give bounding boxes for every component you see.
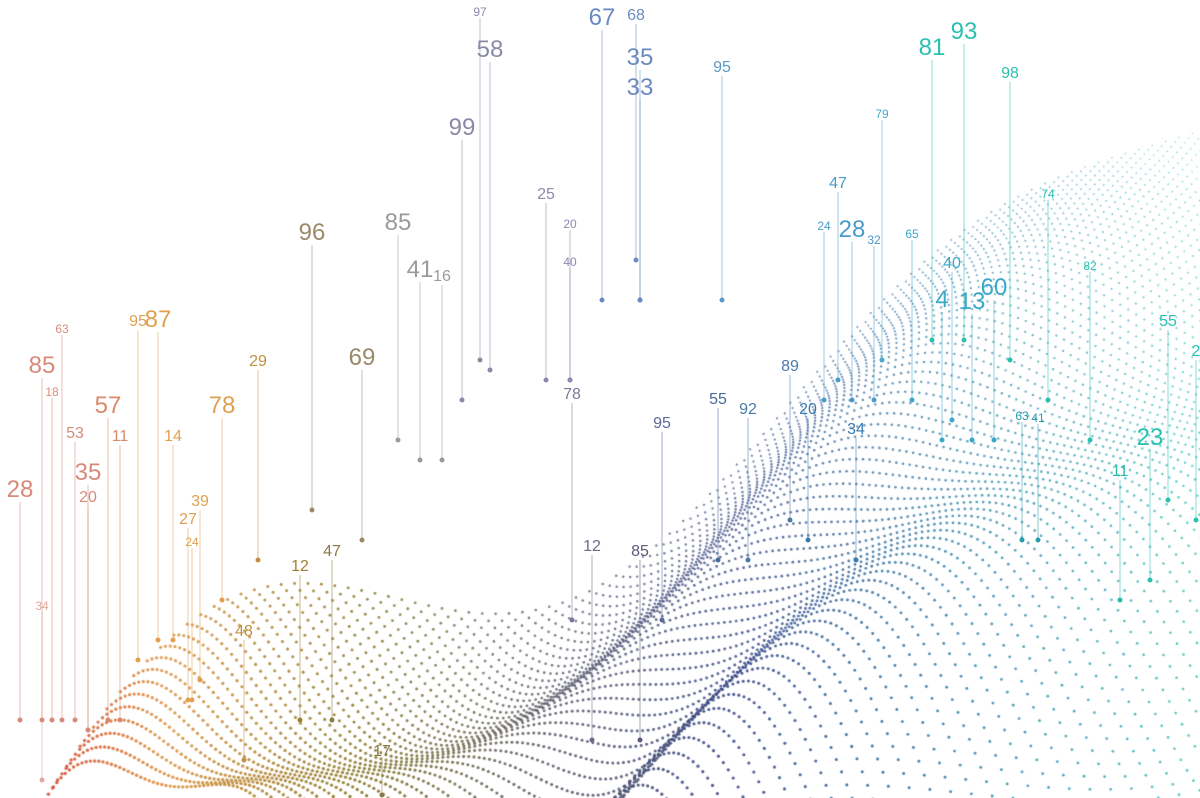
wave-visualization: 2834851863533520571195871427243978482912… — [0, 0, 1200, 798]
dot-surface-canvas — [0, 0, 1200, 798]
